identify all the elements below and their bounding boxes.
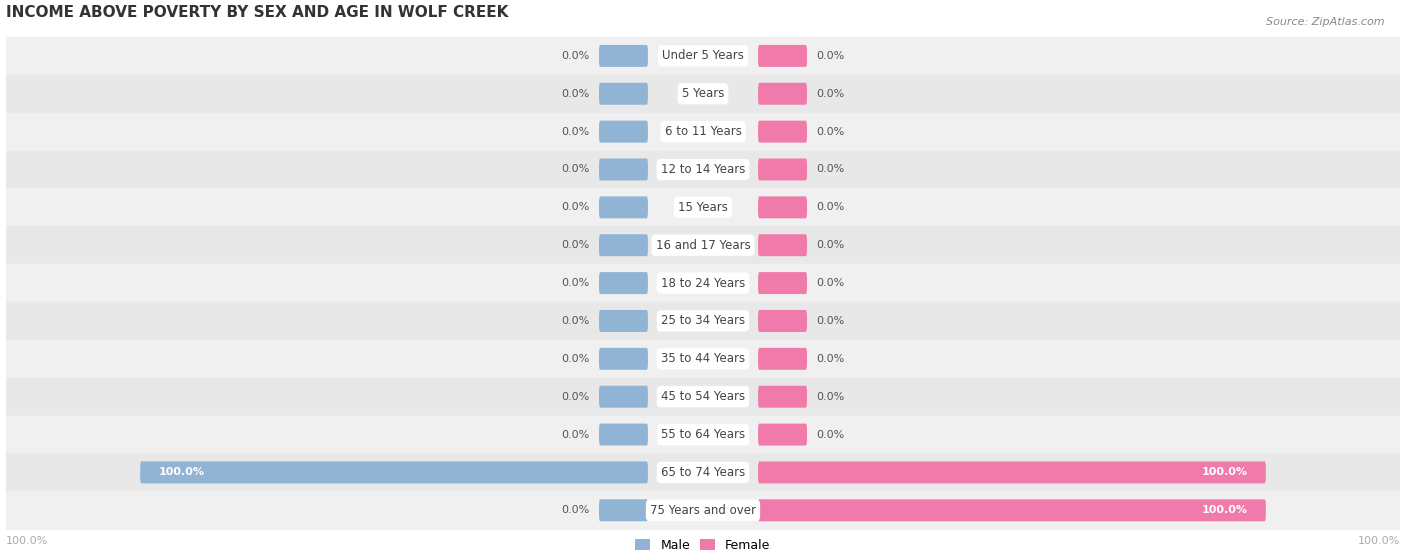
Text: 0.0%: 0.0% [815,51,845,61]
FancyBboxPatch shape [599,310,648,332]
Bar [6,491,1400,529]
Text: 100.0%: 100.0% [6,536,48,546]
Text: 65 to 74 Years: 65 to 74 Years [661,466,745,479]
FancyBboxPatch shape [599,424,648,446]
FancyBboxPatch shape [758,272,807,294]
Text: 0.0%: 0.0% [561,164,591,174]
Text: 0.0%: 0.0% [815,240,845,250]
Text: 5 Years: 5 Years [682,87,724,100]
Text: 0.0%: 0.0% [815,429,845,439]
Bar [6,302,1400,340]
Text: Source: ZipAtlas.com: Source: ZipAtlas.com [1267,17,1385,27]
Bar [6,75,1400,113]
Text: 16 and 17 Years: 16 and 17 Years [655,239,751,252]
FancyBboxPatch shape [599,272,648,294]
Text: 25 to 34 Years: 25 to 34 Years [661,315,745,328]
FancyBboxPatch shape [599,121,648,143]
FancyBboxPatch shape [758,310,807,332]
Text: 100.0%: 100.0% [1358,536,1400,546]
FancyBboxPatch shape [141,461,648,484]
Text: 0.0%: 0.0% [815,392,845,402]
Text: 18 to 24 Years: 18 to 24 Years [661,277,745,290]
FancyBboxPatch shape [758,348,807,370]
Text: 0.0%: 0.0% [561,429,591,439]
FancyBboxPatch shape [758,159,807,181]
Text: 0.0%: 0.0% [561,127,591,136]
FancyBboxPatch shape [758,234,807,256]
FancyBboxPatch shape [599,386,648,408]
Text: 0.0%: 0.0% [561,240,591,250]
Text: 6 to 11 Years: 6 to 11 Years [665,125,741,138]
Bar [6,150,1400,188]
FancyBboxPatch shape [599,234,648,256]
Text: 0.0%: 0.0% [815,202,845,212]
Text: 0.0%: 0.0% [561,202,591,212]
Text: INCOME ABOVE POVERTY BY SEX AND AGE IN WOLF CREEK: INCOME ABOVE POVERTY BY SEX AND AGE IN W… [6,5,508,20]
FancyBboxPatch shape [758,499,1265,522]
FancyBboxPatch shape [758,386,807,408]
Legend: Male, Female: Male, Female [630,534,776,557]
FancyBboxPatch shape [599,83,648,105]
Bar [6,113,1400,150]
Text: 12 to 14 Years: 12 to 14 Years [661,163,745,176]
Text: 0.0%: 0.0% [815,354,845,364]
FancyBboxPatch shape [758,83,807,105]
Text: 100.0%: 100.0% [1202,467,1247,477]
Text: 0.0%: 0.0% [561,392,591,402]
Text: 55 to 64 Years: 55 to 64 Years [661,428,745,441]
FancyBboxPatch shape [758,121,807,143]
Text: 0.0%: 0.0% [561,505,591,515]
Bar [6,416,1400,453]
Text: 100.0%: 100.0% [159,467,204,477]
FancyBboxPatch shape [758,45,807,67]
Text: 45 to 54 Years: 45 to 54 Years [661,390,745,403]
Text: 0.0%: 0.0% [815,127,845,136]
FancyBboxPatch shape [599,499,648,522]
Bar [6,453,1400,491]
Text: 15 Years: 15 Years [678,201,728,214]
Text: 0.0%: 0.0% [561,354,591,364]
FancyBboxPatch shape [758,461,1265,484]
Bar [6,378,1400,416]
Text: 0.0%: 0.0% [815,278,845,288]
Text: 0.0%: 0.0% [815,316,845,326]
Text: 0.0%: 0.0% [815,164,845,174]
Text: 0.0%: 0.0% [561,89,591,99]
Bar [6,340,1400,378]
Text: 0.0%: 0.0% [561,51,591,61]
Text: Under 5 Years: Under 5 Years [662,49,744,63]
Bar [6,226,1400,264]
Bar [6,188,1400,226]
FancyBboxPatch shape [758,424,807,446]
Text: 35 to 44 Years: 35 to 44 Years [661,352,745,366]
Bar [6,264,1400,302]
Text: 75 Years and over: 75 Years and over [650,504,756,517]
Text: 0.0%: 0.0% [815,89,845,99]
FancyBboxPatch shape [758,196,807,219]
Text: 0.0%: 0.0% [561,278,591,288]
FancyBboxPatch shape [599,348,648,370]
Text: 0.0%: 0.0% [561,316,591,326]
Bar [6,37,1400,75]
Text: 100.0%: 100.0% [1202,505,1247,515]
FancyBboxPatch shape [599,196,648,219]
FancyBboxPatch shape [599,45,648,67]
FancyBboxPatch shape [599,159,648,181]
